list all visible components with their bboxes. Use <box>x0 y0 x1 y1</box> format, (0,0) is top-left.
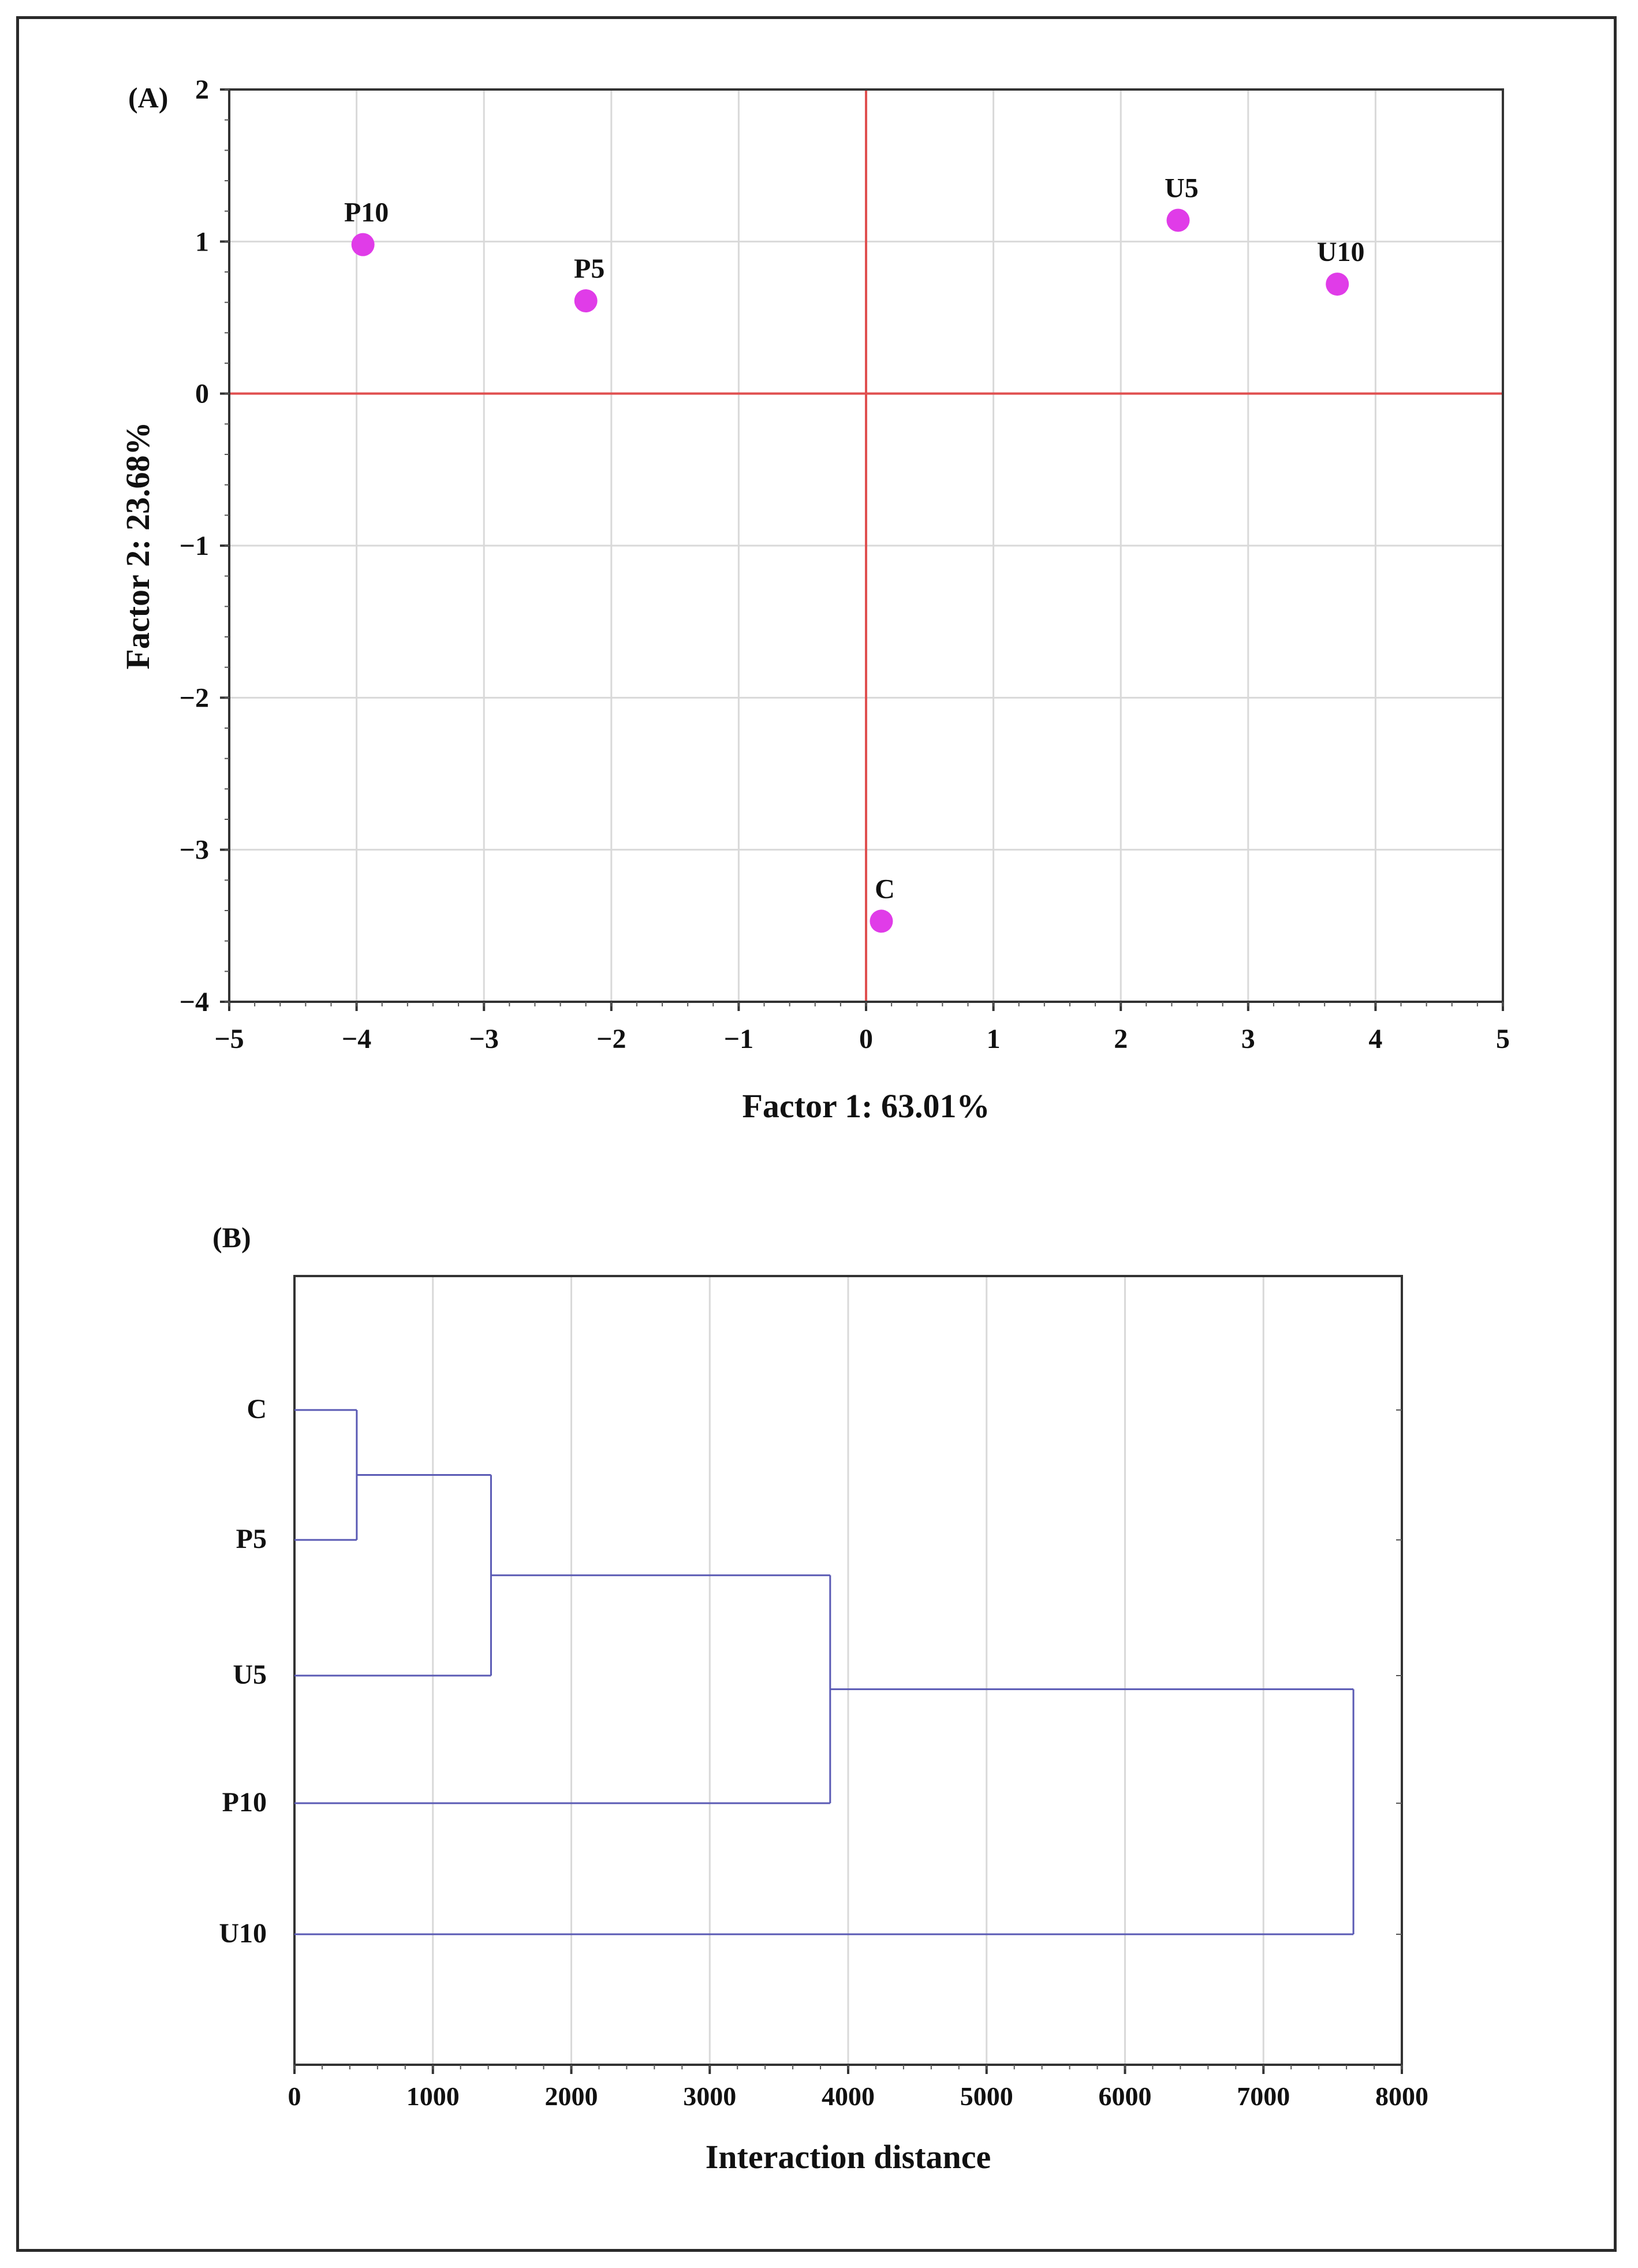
y-tick-label: 0 <box>195 379 209 409</box>
x-tick-label: 2000 <box>545 2082 598 2111</box>
x-tick-label: 8000 <box>1375 2082 1428 2111</box>
data-point-c <box>870 909 893 933</box>
y-tick-label: −2 <box>180 682 209 713</box>
x-tick-label: 3 <box>1241 1024 1255 1054</box>
figure-frame <box>16 16 1617 2252</box>
y-tick-label: 1 <box>195 226 209 257</box>
x-tick-label: −2 <box>596 1024 626 1054</box>
x-tick-label: 4 <box>1368 1024 1382 1054</box>
leaf-label-u10: U10 <box>219 1918 267 1949</box>
leaf-label-p5: P5 <box>236 1524 267 1554</box>
point-label-p5: P5 <box>574 253 605 284</box>
data-point-u5 <box>1166 208 1190 232</box>
data-point-p10 <box>351 233 375 256</box>
x-tick-label: 5000 <box>960 2082 1013 2111</box>
panel-b-label: (B) <box>212 1221 251 1254</box>
y-tick-label: −4 <box>180 987 209 1017</box>
point-label-u10: U10 <box>1317 237 1365 267</box>
data-point-u10 <box>1326 273 1349 296</box>
y-tick-label: 2 <box>195 74 209 105</box>
leaf-label-c: C <box>247 1394 267 1424</box>
data-point-p5 <box>574 289 598 313</box>
y-axis-title: Factor 2: 23.68% <box>119 422 156 670</box>
y-tick-label: −3 <box>180 835 209 866</box>
leaf-label-p10: P10 <box>222 1787 267 1818</box>
x-tick-label: −3 <box>469 1024 499 1054</box>
dendrogram-plot: 0 1000 2000 3000 4000 5000 6000 7000 8000 C P5 U5 P1… <box>219 1275 1428 2176</box>
leaf-label-u5: U5 <box>233 1659 267 1690</box>
x-tick-label: 1000 <box>406 2082 460 2111</box>
x-tick-label: 3000 <box>683 2082 736 2111</box>
x-axis-title: Factor 1: 63.01% <box>742 1087 990 1125</box>
x-tick-label: 5 <box>1496 1024 1510 1054</box>
point-label-c: C <box>875 874 895 904</box>
x-tick-label: −1 <box>724 1024 753 1054</box>
y-tick-label: −1 <box>180 531 209 561</box>
x-tick-label: −5 <box>214 1024 244 1054</box>
x-tick-label: 0 <box>288 2082 301 2111</box>
x-tick-label: 2 <box>1114 1024 1128 1054</box>
point-label-p10: P10 <box>344 197 389 228</box>
x-axis-title: Interaction distance <box>706 2138 991 2176</box>
panel-a-label: (A) <box>128 81 168 114</box>
x-tick-label: 7000 <box>1237 2082 1290 2111</box>
x-tick-label: −4 <box>342 1024 371 1054</box>
x-tick-label: 0 <box>859 1024 873 1054</box>
x-tick-label: 1 <box>987 1024 1001 1054</box>
x-tick-label: 6000 <box>1099 2082 1152 2111</box>
point-label-u5: U5 <box>1165 173 1199 203</box>
x-tick-label: 4000 <box>822 2082 875 2111</box>
